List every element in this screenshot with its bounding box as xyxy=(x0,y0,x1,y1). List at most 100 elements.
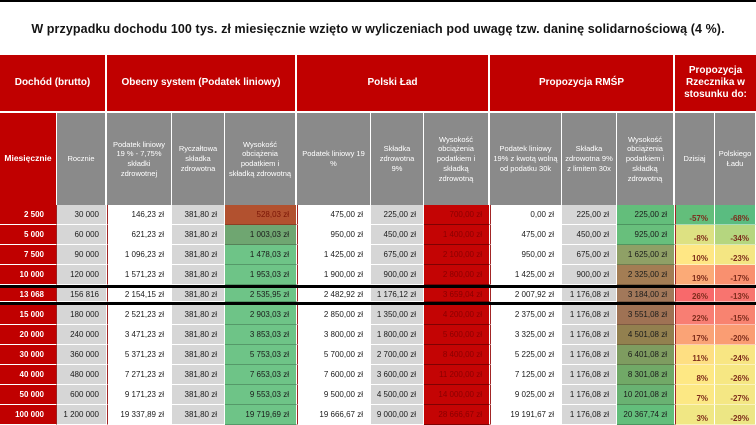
table-cell: 450,00 zł xyxy=(562,225,617,245)
table-cell: 675,00 zł xyxy=(562,245,617,265)
table-cell: 9 553,03 zł xyxy=(225,385,297,405)
table-cell: 240 000 xyxy=(57,325,107,345)
table-cell: 9 171,23 zł xyxy=(107,385,172,405)
table-cell: 900,00 zł xyxy=(562,265,617,285)
column-header-podatek-liniowy-pl: Podatek liniowy 19 % xyxy=(297,113,371,205)
table-cell: -29% xyxy=(715,405,756,425)
table-cell: 7 600,00 zł xyxy=(297,365,371,385)
table-cell: -15% xyxy=(715,305,756,325)
table-cell: -13% xyxy=(715,288,756,302)
table-row: 100 000 1 200 000 19 337,89 zł 381,80 zł 19 … xyxy=(0,405,756,425)
table-cell: 0,00 zł xyxy=(490,205,562,225)
table-row: 40 000 480 000 7 271,23 zł 381,80 zł 7 653,0… xyxy=(0,365,756,385)
table-cell: 14 000,00 zł xyxy=(424,385,490,405)
table-cell: -34% xyxy=(715,225,756,245)
table-cell: 1 003,03 zł xyxy=(225,225,297,245)
column-header-wysokosc-rmsp: Wysokość obciążenia podatkiem i składką … xyxy=(617,113,675,205)
table-cell: 1 200 000 xyxy=(57,405,107,425)
table-cell: 381,80 zł xyxy=(172,265,225,285)
table-cell: 475,00 zł xyxy=(297,205,371,225)
table-cell: 40 000 xyxy=(0,365,57,385)
table-cell: 621,23 zł xyxy=(107,225,172,245)
table-cell: 1 425,00 zł xyxy=(490,265,562,285)
table-cell: 1 953,03 zł xyxy=(225,265,297,285)
table-cell: 2 700,00 zł xyxy=(371,345,424,365)
table-cell: 360 000 xyxy=(57,345,107,365)
table-cell: 3 853,03 zł xyxy=(225,325,297,345)
column-header-podatek-liniowy-obecny: Podatek liniowy 19 % - 7,75% składki zdr… xyxy=(107,113,172,205)
table-cell: 381,80 zł xyxy=(172,365,225,385)
table-column-header-row: Miesięcznie Rocznie Podatek liniowy 19 %… xyxy=(0,113,756,205)
table-cell: 9 500,00 zł xyxy=(297,385,371,405)
table-cell: 381,80 zł xyxy=(172,225,225,245)
table-row: 5 000 60 000 621,23 zł 381,80 zł 1 003,03 zł… xyxy=(0,225,756,245)
column-header-wysokosc-obecny: Wysokość obciążenia podatkiem i składką … xyxy=(225,113,297,205)
column-header-skladka-rmsp: Składka zdrowotna 9% z limitem 30x xyxy=(562,113,617,205)
table-cell: 4 500,00 zł xyxy=(371,385,424,405)
table-cell: -26% xyxy=(715,365,756,385)
table-row: 50 000 600 000 9 171,23 zł 381,80 zł 9 553,0… xyxy=(0,385,756,405)
table-cell: 180 000 xyxy=(57,305,107,325)
table-cell: -57% xyxy=(675,205,715,225)
column-header-podatek-rmsp: Podatek liniowy 19% z kwotą wolną od pod… xyxy=(490,113,562,205)
table-cell: 26% xyxy=(675,288,715,302)
table-cell: 225,00 zł xyxy=(562,205,617,225)
table-cell: 5 000 xyxy=(0,225,57,245)
table-cell: 225,00 zł xyxy=(617,205,675,225)
table-cell: 1 176,08 zł xyxy=(562,325,617,345)
table-cell: 100 000 xyxy=(0,405,57,425)
table-cell: 381,80 zł xyxy=(172,205,225,225)
table-cell: 7% xyxy=(675,385,715,405)
table-cell: 120 000 xyxy=(57,265,107,285)
table-cell: 2 100,00 zł xyxy=(424,245,490,265)
table-cell: 900,00 zł xyxy=(371,265,424,285)
table-cell: 2 325,00 zł xyxy=(617,265,675,285)
table-cell: 30 000 xyxy=(0,345,57,365)
table-cell: 1 571,23 zł xyxy=(107,265,172,285)
table-cell: 1 176,08 zł xyxy=(562,365,617,385)
table-cell: 381,80 zł xyxy=(172,385,225,405)
table-cell: 19% xyxy=(675,265,715,285)
table-cell: 2 903,03 zł xyxy=(225,305,297,325)
table-cell: -23% xyxy=(715,245,756,265)
table-cell: 3 600,00 zł xyxy=(371,365,424,385)
table-cell: 28 666,67 zł xyxy=(424,405,490,425)
table-row: 20 000 240 000 3 471,23 zł 381,80 zł 3 853,0… xyxy=(0,325,756,345)
table-cell: 1 350,00 zł xyxy=(371,305,424,325)
table-cell: 15 000 xyxy=(0,305,57,325)
table-cell: 19 666,67 zł xyxy=(297,405,371,425)
table-cell: 925,00 zł xyxy=(617,225,675,245)
table-cell: 3 325,00 zł xyxy=(490,325,562,345)
table-cell: 5 600,00 zł xyxy=(424,325,490,345)
table-cell: 600 000 xyxy=(57,385,107,405)
table-cell: 2 007,92 zł xyxy=(490,288,562,302)
table-cell: 2 850,00 zł xyxy=(297,305,371,325)
table-cell: 10% xyxy=(675,245,715,265)
table-row: 15 000 180 000 2 521,23 zł 381,80 zł 2 903,0… xyxy=(0,305,756,325)
table-cell: 1 478,03 zł xyxy=(225,245,297,265)
table-cell: 2 482,92 zł xyxy=(297,288,371,302)
table-group-header-row: Dochód (brutto) Obecny system (Podatek l… xyxy=(0,55,756,111)
table-cell: 7 271,23 zł xyxy=(107,365,172,385)
table-cell: 3% xyxy=(675,405,715,425)
column-header-miesiecznie: Miesięcznie xyxy=(0,113,57,205)
table-cell: 3 471,23 zł xyxy=(107,325,172,345)
table-cell: 9 000,00 zł xyxy=(371,405,424,425)
table-cell: 7 500 xyxy=(0,245,57,265)
table-cell: 480 000 xyxy=(57,365,107,385)
table-cell: 381,80 zł xyxy=(172,288,225,302)
table-cell: 11 200,00 zł xyxy=(424,365,490,385)
table-cell: 3 551,08 zł xyxy=(617,305,675,325)
table-cell: 1 176,08 zł xyxy=(562,385,617,405)
column-header-ryczaltowa-skladka: Ryczałtowa składka zdrowotna xyxy=(172,113,225,205)
table-cell: 9 025,00 zł xyxy=(490,385,562,405)
table-cell: 2 375,00 zł xyxy=(490,305,562,325)
table-cell: 381,80 zł xyxy=(172,405,225,425)
table-cell: 60 000 xyxy=(57,225,107,245)
table-cell: 19 337,89 zł xyxy=(107,405,172,425)
table-cell: 19 719,69 zł xyxy=(225,405,297,425)
table-cell: 4 200,00 zł xyxy=(424,305,490,325)
table-cell: 950,00 zł xyxy=(490,245,562,265)
table-row-highlighted: 13 068 156 816 2 154,15 zł 381,80 zł 2 535,9… xyxy=(0,285,756,305)
